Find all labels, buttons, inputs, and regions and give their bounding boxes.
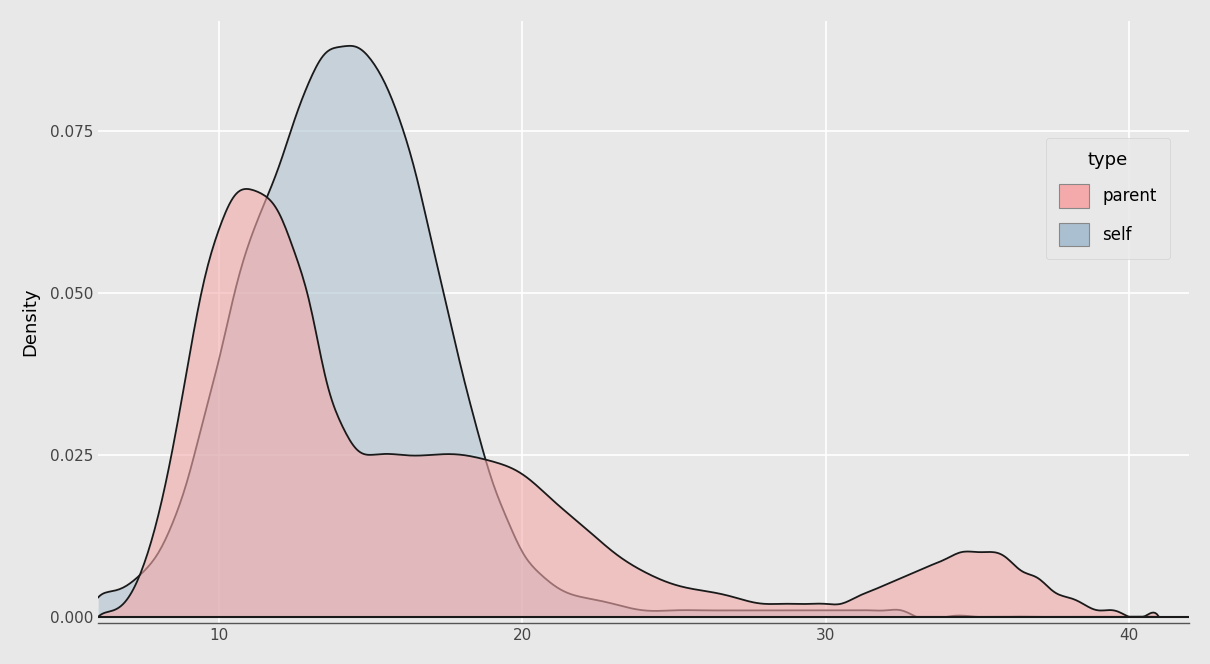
Y-axis label: Density: Density [21, 288, 39, 357]
Legend: parent, self: parent, self [1045, 137, 1170, 260]
